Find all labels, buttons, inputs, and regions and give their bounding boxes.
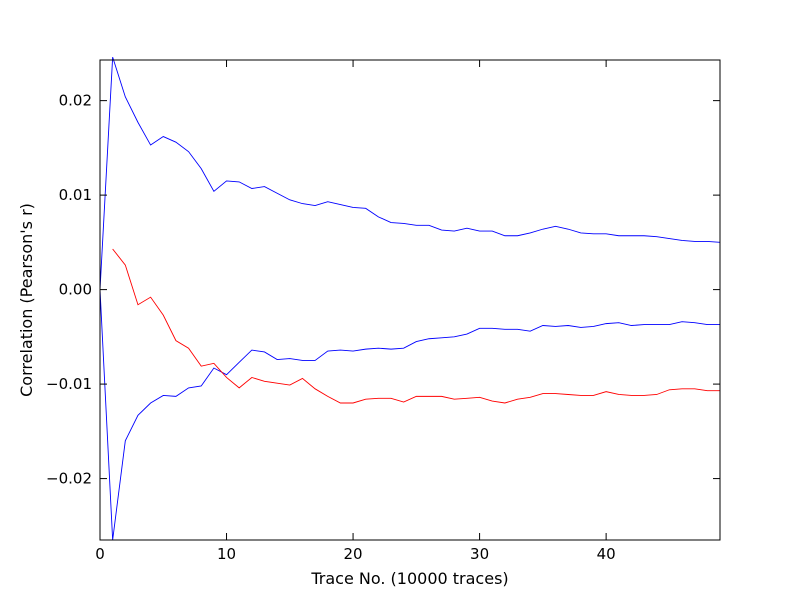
x-tick-label: 40: [597, 545, 616, 563]
plot-frame: [99, 59, 721, 541]
x-tick-label: 30: [470, 545, 489, 563]
series-line-3: [112, 248, 720, 404]
x-tick-label: 20: [344, 545, 363, 563]
y-tick-label: 0.02: [59, 92, 92, 110]
y-tick-label: −0.02: [46, 470, 92, 488]
x-axis-title: Trace No. (10000 traces): [310, 569, 508, 588]
x-tick-label: 10: [217, 545, 236, 563]
tick-layer: 0 10 20 30 40 0.02 0.01 0.00 −0.01 −0.02: [46, 60, 720, 563]
y-tick-label: 0.01: [59, 186, 92, 204]
y-tick-label: −0.01: [46, 375, 92, 393]
y-tick-label: 0.00: [59, 281, 92, 299]
x-tick-label: 0: [95, 545, 105, 563]
series-line-2: [99, 289, 720, 541]
y-axis-title: Correlation (Pearson's r): [17, 203, 36, 397]
plot-background: [100, 60, 720, 540]
series-line-1: [99, 57, 721, 290]
series-layer: [99, 57, 721, 541]
